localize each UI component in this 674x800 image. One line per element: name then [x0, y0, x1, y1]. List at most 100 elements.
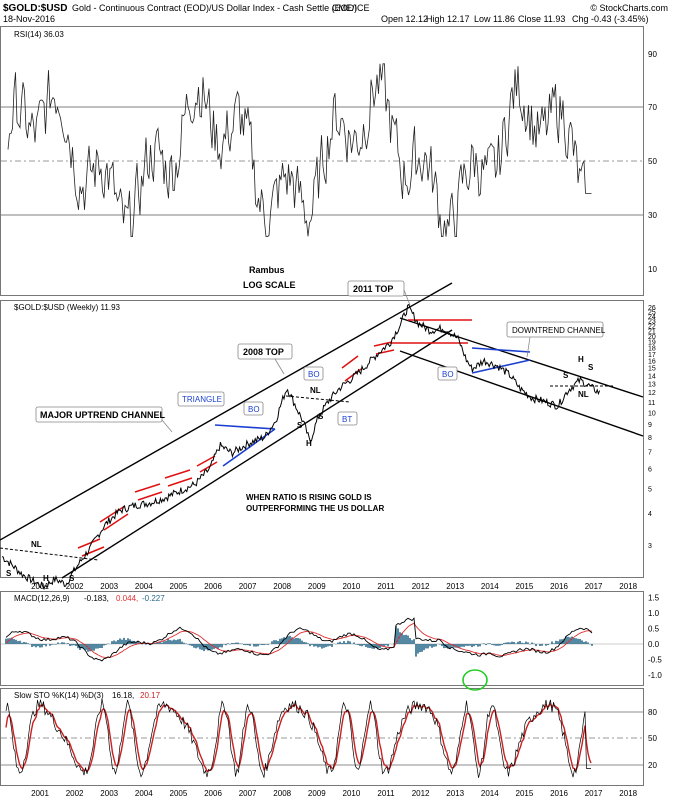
price-tick-12: 12 [648, 390, 656, 397]
sto-tick-50: 50 [648, 734, 657, 743]
label-nl-2008: NL [310, 386, 321, 395]
red-flag-4-top [196, 455, 216, 467]
top-2008-box [237, 343, 293, 360]
quote-close: Close 11.93 [518, 14, 565, 24]
sto-legend-name: Slow STO %K(14) %D(3) [14, 691, 104, 700]
annotation-ratio-note-2: OUTPERFORMING THE US DOLLAR [246, 504, 384, 513]
x-label-2001: 2001 [31, 789, 49, 798]
downtrend-pointer [526, 336, 531, 358]
price-tick-3: 3 [648, 543, 652, 550]
label-nl-2016: NL [578, 390, 589, 399]
price-legend: $GOLD:$USD (Weekly) 11.93 [14, 303, 121, 312]
label-s-left-2008: S [297, 421, 303, 430]
x-label-2009: 2009 [308, 789, 326, 798]
macd-line [5, 617, 593, 662]
red-flag-4-bottom [199, 461, 218, 473]
bo-box-2 [303, 366, 324, 381]
major-channel-upper-line [0, 282, 453, 541]
red-flag-0-top [77, 538, 101, 549]
price-tick-18: 18 [648, 346, 656, 353]
rsi-tick-70: 70 [648, 103, 657, 112]
x-label-2008: 2008 [273, 789, 291, 798]
triangle-box [177, 391, 225, 407]
chart-exchange: CME/ICE [332, 3, 370, 13]
macd-tick--0.5: -0.5 [648, 656, 662, 665]
annotation-bt: BT [342, 415, 352, 424]
annotation-bo-3: BO [442, 370, 454, 379]
red-flag-3-top [164, 469, 191, 479]
x-label-2011: 2011 [377, 789, 395, 798]
red-flag-2-top [134, 483, 161, 493]
major-channel-lower-line [61, 329, 453, 579]
chart-date: 18-Nov-2016 [3, 14, 55, 24]
price-tick-24: 24 [648, 314, 656, 321]
quote-change: Chg -0.43 (-3.45%) [572, 14, 649, 24]
price-tick-10: 10 [648, 410, 656, 417]
price-panel: Rambus LOG SCALE $GOLD:$USD (Weekly) 11.… [0, 265, 656, 591]
price-tick-15: 15 [648, 366, 656, 373]
x-label-2005: 2005 [170, 789, 188, 798]
macd-legend-hist: -0.227 [142, 594, 165, 603]
x-label-2004: 2004 [135, 582, 153, 591]
top-2011-box [347, 280, 405, 297]
sto-k-line [5, 698, 591, 778]
macd-axis-ticks: 1.5 1.0 0.5 0.0 -0.5 -1.0 [648, 594, 662, 681]
x-label-2015: 2015 [516, 789, 534, 798]
x-label-2006: 2006 [204, 789, 222, 798]
quote-high: High 12.17 [426, 14, 470, 24]
price-tick-7: 7 [648, 450, 652, 457]
x-label-2017: 2017 [585, 789, 603, 798]
price-tick-5: 5 [648, 487, 652, 494]
price-tick-4: 4 [648, 511, 652, 518]
macd-legend-value: -0.183, [84, 594, 109, 603]
x-label-2007: 2007 [239, 582, 257, 591]
x-label-2018: 2018 [619, 789, 637, 798]
x-axis-labels-price: 2001 2002 2003 2004 2005 2006 2007 2008 2009 2010… [31, 582, 638, 591]
x-label-2005: 2005 [170, 582, 188, 591]
price-tick-23: 23 [648, 319, 656, 326]
x-label-2008: 2008 [273, 582, 291, 591]
x-label-2012: 2012 [412, 582, 430, 591]
sto-panel: Slow STO %K(14) %D(3) 16.18, 20.17 80 50… [1, 691, 657, 778]
blue-triangle-lower [471, 359, 531, 374]
downtrend-lower-line [399, 350, 644, 437]
label-s-left-2001: S [6, 569, 12, 578]
annotation-downtrend-channel: DOWNTREND CHANNEL [512, 326, 606, 335]
label-nl-2001: NL [31, 540, 42, 549]
label-h-2016: H [578, 355, 584, 364]
top-2008-pointer [274, 358, 285, 375]
bo-box-1 [243, 401, 264, 416]
price-tick-13: 13 [648, 381, 656, 388]
sto-tick-20: 20 [648, 761, 657, 770]
rsi-panel: RSI(14) 36.03 90 70 50 30 10 [1, 30, 657, 274]
red-flag-5-top [341, 355, 359, 369]
x-label-2011: 2011 [377, 582, 395, 591]
rsi-tick-90: 90 [648, 50, 657, 59]
sto-d-line [5, 702, 592, 773]
red-flag-6-top [373, 341, 393, 347]
price-tick-20: 20 [648, 334, 656, 341]
watermark: © StockCharts.com [590, 3, 668, 13]
label-s-right-2008: S [318, 412, 324, 421]
rsi-legend: RSI(14) 36.03 [14, 30, 64, 39]
quote-low: Low 11.86 [474, 14, 515, 24]
label-h-2008: H [306, 439, 312, 448]
rsi-panel-frame [0, 26, 644, 296]
price-series-line [1, 303, 601, 591]
price-tick-25: 25 [648, 309, 656, 316]
neckline-2001 [0, 547, 99, 561]
x-label-2007: 2007 [239, 789, 257, 798]
sto-legend-k: 16.18, [112, 691, 134, 700]
annotation-triangle: TRIANGLE [182, 395, 222, 404]
x-label-2016: 2016 [550, 789, 568, 798]
downtrend-box [506, 321, 604, 338]
x-label-2016: 2016 [550, 582, 568, 591]
red-flag-1-bottom [103, 513, 129, 531]
x-label-2015: 2015 [516, 582, 534, 591]
x-label-2014: 2014 [481, 582, 499, 591]
annotation-2011-top: 2011 TOP [353, 284, 393, 294]
bo-box-3 [437, 366, 458, 381]
price-tick-11: 11 [648, 400, 655, 407]
top-2011-pointer [403, 289, 411, 306]
